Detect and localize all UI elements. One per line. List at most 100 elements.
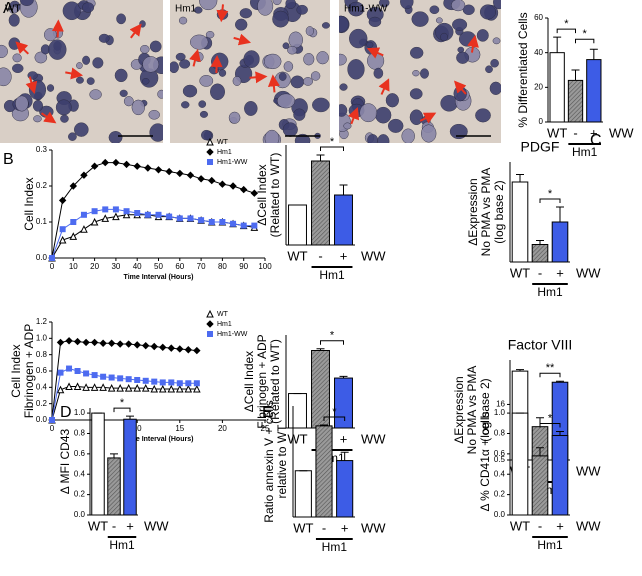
error-bar: [556, 380, 564, 383]
legend-label: Hm1-WW: [217, 331, 248, 338]
cell: [302, 77, 313, 86]
x-tick-label: 100: [258, 262, 272, 271]
marker: [123, 208, 130, 215]
x-tick-label: +: [590, 125, 598, 140]
x-tick-label: 40: [133, 262, 142, 271]
bar: [511, 181, 529, 263]
cell: [12, 63, 24, 74]
y-tick-label: 0.2: [36, 399, 48, 408]
marker: [49, 255, 55, 261]
cell: [339, 104, 348, 117]
y-tick-label: 0.2: [494, 490, 506, 499]
cell: [479, 4, 497, 20]
marker: [49, 417, 55, 423]
marker: [56, 338, 65, 347]
cell: [243, 50, 260, 69]
cell: [210, 83, 226, 101]
cell: [283, 61, 294, 72]
bar: [123, 418, 137, 516]
error-bar: [516, 174, 524, 182]
marker: [150, 384, 159, 393]
x-tick-label: 20: [218, 424, 227, 433]
y-axis-label: Cell Index: [9, 344, 23, 397]
cell: [492, 37, 501, 45]
y-tick-label: 20: [534, 82, 543, 91]
cell: [76, 62, 83, 69]
extra-label: WW: [576, 518, 601, 533]
marker: [58, 196, 67, 205]
marker: [100, 373, 107, 380]
bar: [549, 52, 565, 123]
cell: [305, 26, 314, 36]
y-tick-label: 0.4: [494, 469, 506, 478]
error-bar: [556, 206, 564, 222]
marker: [144, 164, 152, 172]
marker: [65, 382, 73, 391]
x-axis-label: Time Interval (Hours): [124, 274, 194, 281]
significance-bracket: [323, 416, 346, 421]
legend-marker: [207, 159, 213, 165]
bar: [334, 194, 353, 246]
marker: [193, 380, 200, 387]
y-axis-label: Fibrinogen + ADP: [22, 324, 36, 418]
y-tick-label: 0.0: [36, 415, 48, 424]
error-bar: [126, 415, 134, 420]
cell: [366, 41, 374, 49]
cell: [411, 11, 429, 27]
marker: [208, 219, 215, 225]
legend-label: WT: [217, 311, 229, 318]
y-tick-label: 0: [539, 117, 544, 126]
error-bar: [553, 36, 562, 53]
marker: [73, 382, 82, 391]
cell: [359, 103, 378, 123]
bar: [91, 412, 105, 516]
cell: [490, 58, 499, 68]
group-label: Hm1: [537, 285, 563, 299]
marker: [141, 384, 150, 392]
x-tick-label: +: [340, 248, 348, 263]
legend-label: Hm1: [217, 321, 232, 328]
cell: [116, 13, 126, 25]
marker: [99, 339, 107, 347]
y-tick-label: 1.0: [494, 408, 506, 417]
bar: [288, 204, 307, 246]
cells: [0, 0, 163, 143]
significance-label: *: [120, 397, 125, 409]
arrow: [15, 41, 30, 55]
cell: [235, 18, 248, 31]
extra-label: WW: [576, 265, 601, 280]
arrow: [249, 71, 268, 84]
x-tick-label: 25: [261, 424, 270, 433]
y-axis-label: ΔCell Index: [255, 164, 269, 225]
cell: [278, 72, 287, 81]
cell: [218, 69, 227, 77]
x-tick-label: WT: [287, 431, 307, 446]
significance-label: *: [330, 330, 335, 342]
arrow: [419, 112, 437, 124]
cell: [12, 53, 22, 63]
legend-label: WT: [217, 139, 229, 146]
cell: [9, 5, 18, 14]
bar: [336, 460, 354, 518]
cell: [485, 65, 493, 74]
extra-label: WW: [609, 125, 634, 140]
micrograph-bg: [0, 0, 163, 143]
cell: [373, 67, 384, 79]
cell: [272, 0, 282, 6]
marker: [166, 213, 173, 220]
x-tick-label: -: [112, 518, 116, 533]
x-tick-label: WT: [88, 518, 108, 533]
bar: [567, 79, 584, 123]
cell: [452, 18, 468, 31]
cell: [449, 123, 468, 140]
extra-label: WW: [361, 248, 386, 263]
marker: [101, 158, 109, 167]
x-tick-label: 0: [50, 262, 55, 271]
legend-marker: [206, 137, 214, 146]
significance-label: *: [583, 28, 588, 40]
legend-label: Hm1-WW: [217, 159, 248, 166]
cell: [285, 0, 297, 10]
x-tick-label: 60: [175, 262, 184, 271]
x-tick-label: 20: [90, 262, 99, 271]
